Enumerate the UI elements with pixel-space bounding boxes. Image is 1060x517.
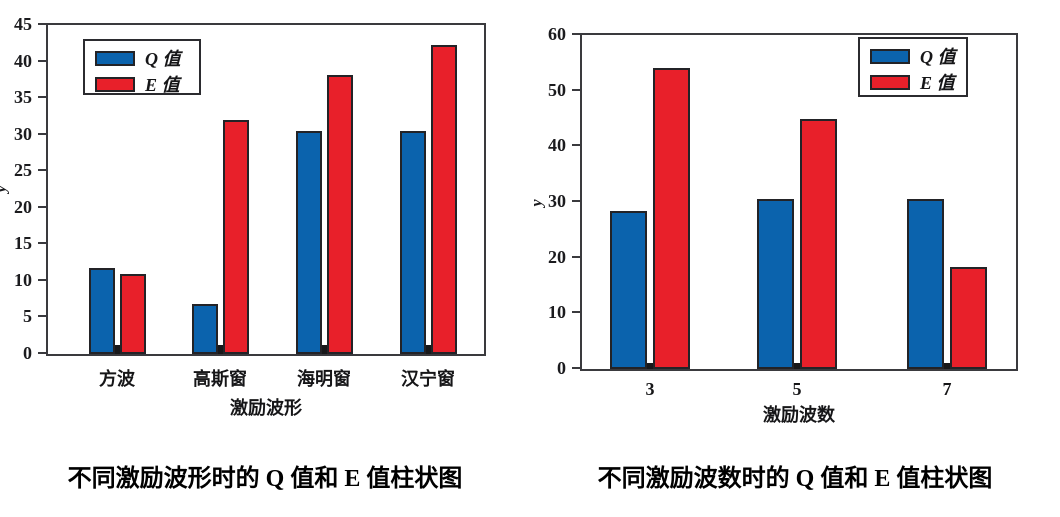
x-category-label: 汉宁窗 [401,369,455,389]
caption-left: 不同激励波形时的 Q 值和 E 值柱状图 [67,466,463,492]
legend-label: E 值 [920,73,955,93]
y-tick-label: 40 [548,135,566,156]
y-tick-mark [38,205,46,208]
x-axis-label: 激励波数 [763,405,835,425]
bar-q [191,304,218,354]
y-tick-mark [38,23,46,25]
y-tick-label: 35 [14,87,32,108]
legend-label: Q 值 [145,49,181,69]
bar-q [907,199,944,369]
bar-q [757,199,794,369]
y-tick-mark [572,144,580,147]
y-tick-label: 25 [14,160,32,181]
legend-entry: E 值 [95,71,189,97]
x-category-label: 方波 [99,369,135,389]
y-tick-label: 15 [14,233,32,254]
y-tick-mark [572,200,580,202]
y-tick-mark [38,315,46,318]
bar-e [653,68,690,369]
y-tick-label: 10 [548,302,566,323]
legend-entry: Q 值 [870,43,956,69]
legend-label: Q 值 [920,47,956,67]
x-category-label: 7 [942,379,952,399]
y-tick-label: 50 [548,79,566,100]
y-tick-label: 0 [557,358,566,378]
y-tick-label: 30 [14,123,32,144]
y-tick-label: 20 [548,246,566,267]
bar-base-notch [321,345,327,354]
y-tick-mark [38,169,46,172]
legend-swatch-q [95,50,135,66]
bar-base-notch [647,363,653,369]
legend-entry: Q 值 [95,45,189,71]
bar-base-notch [217,345,223,354]
legend: Q 值 E 值 [858,37,968,97]
y-tick-mark [38,132,46,135]
legend: Q 值 E 值 [83,39,201,95]
y-tick-label: 60 [548,24,566,44]
y-tick-mark [38,59,46,62]
bar-base-notch [944,363,950,369]
bar-e [430,45,457,354]
x-category-label: 海明窗 [297,369,351,389]
y-tick-mark [572,88,580,91]
x-category-label: 3 [645,379,655,399]
y-tick-mark [38,278,46,281]
bar-base-notch [425,345,431,354]
y-tick-mark [572,367,580,369]
y-tick-mark [38,352,46,354]
y-tick-label: 0 [23,343,32,363]
x-category-label: 5 [792,379,802,399]
y-tick-mark [572,311,580,314]
bar-q [610,211,647,369]
bar-base-notch [794,363,800,369]
legend-entry: E 值 [870,69,956,95]
y-tick-label: 20 [14,196,32,217]
bar-e [950,267,987,369]
legend-swatch-q [870,48,910,64]
x-category-label: 高斯窗 [193,369,247,389]
bar-base-notch [114,345,120,354]
y-tick-label: 5 [23,306,32,327]
bar-q [295,131,322,354]
legend-swatch-e [870,74,910,90]
bar-e [222,120,249,354]
y-tick-label: 30 [548,191,566,211]
y-tick-mark [572,255,580,258]
y-tick-label: 40 [14,50,32,71]
bar-e [800,118,837,369]
bar-q [88,267,115,354]
y-tick-mark [38,96,46,99]
bar-q [399,131,426,354]
bar-e [119,273,146,354]
legend-label: E 值 [145,75,180,95]
plot-area: Q 值 E 值 [46,23,486,356]
y-tick-mark [572,33,580,35]
caption-right: 不同激励波数时的 Q 值和 E 值柱状图 [597,466,993,492]
plot-area: Q 值 E 值 [580,33,1018,371]
y-tick-label: 10 [14,269,32,290]
y-tick-mark [38,242,46,245]
x-axis-label: 激励波形 [230,398,302,418]
y-tick-label: 45 [14,14,32,34]
bar-e [326,74,353,354]
legend-swatch-e [95,76,135,92]
